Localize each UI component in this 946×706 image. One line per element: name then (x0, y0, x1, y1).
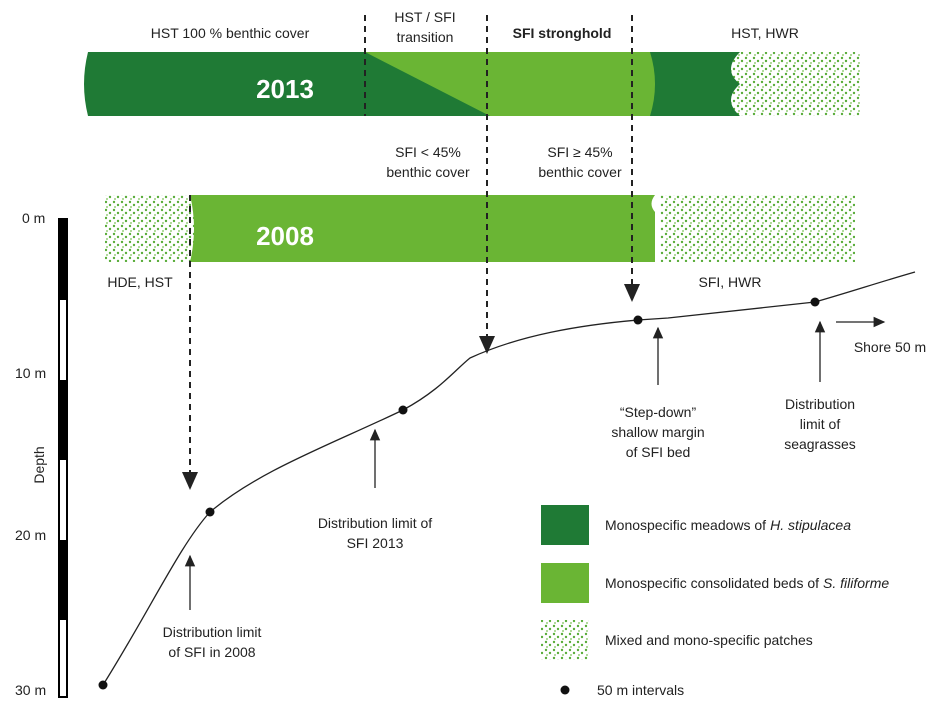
cover-label: benthic cover (386, 164, 470, 180)
legend-swatch (541, 505, 589, 545)
cover-label: SFI < 45% (395, 144, 461, 160)
depth-tick: 0 m (22, 210, 45, 226)
depth-scale (58, 218, 68, 698)
zone-label: HST, HWR (731, 25, 799, 41)
zone-label: SFI stronghold (513, 25, 612, 41)
annotation: limit of (800, 416, 841, 432)
annotation: Shore 50 m (854, 339, 926, 355)
annotation: of SFI bed (626, 444, 691, 460)
annotation: shallow margin (611, 424, 704, 440)
depth-tick: 10 m (15, 365, 46, 381)
annotation: Distribution (785, 396, 855, 412)
zone-label: transition (397, 29, 454, 45)
legend-text: 50 m intervals (597, 682, 684, 698)
annotation: “Step-down” (620, 404, 697, 420)
zone-label: SFI, HWR (699, 274, 762, 290)
zone-label: HDE, HST (107, 274, 173, 290)
annotation: Distribution limit (163, 624, 262, 640)
legend-swatch (541, 563, 589, 603)
depth-tick: 20 m (15, 527, 46, 543)
annotation: of SFI in 2008 (168, 644, 255, 660)
legend-point (561, 686, 570, 695)
annotation: Distribution limit of (318, 515, 432, 531)
legend-swatch (541, 620, 589, 660)
annotation: SFI 2013 (347, 535, 404, 551)
diagram: HST 100 % benthic cover HST / SFI transi… (0, 0, 946, 706)
year-label: 2013 (256, 74, 314, 104)
cover-label: SFI ≥ 45% (547, 144, 612, 160)
bar-2013 (84, 52, 860, 116)
zone-label: HST 100 % benthic cover (151, 25, 310, 41)
bar-2008 (105, 195, 855, 262)
legend-text: Mixed and mono-specific patches (605, 632, 813, 648)
zone-label: HST / SFI (394, 9, 455, 25)
depth-title: Depth (31, 446, 47, 483)
annotation: seagrasses (784, 436, 856, 452)
depth-tick: 30 m (15, 682, 46, 698)
year-label: 2008 (256, 221, 314, 251)
cover-label: benthic cover (538, 164, 622, 180)
